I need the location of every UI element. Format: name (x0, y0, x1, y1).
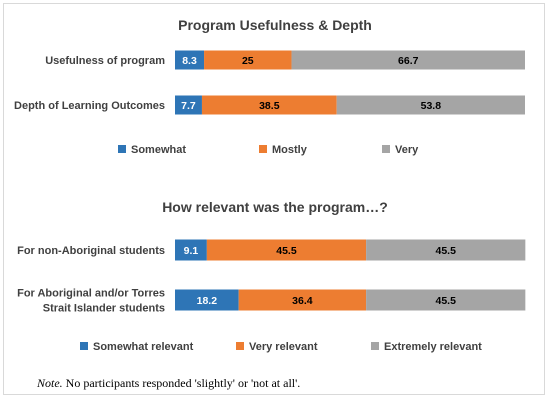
category-label: Depth of Learning Outcomes (14, 100, 165, 112)
legend-swatch (236, 342, 244, 350)
bar-segment (175, 95, 202, 115)
chart-title-1: Program Usefulness & Depth (178, 17, 372, 33)
data-label: 18.2 (197, 295, 218, 307)
legend-label: Very relevant (249, 341, 318, 353)
legend-swatch (118, 145, 126, 153)
bar-segment (175, 239, 207, 261)
bar-segment (366, 289, 526, 311)
bar-segment (291, 50, 525, 70)
data-label: 45.5 (276, 245, 297, 257)
legend-swatch (259, 145, 267, 153)
category-label: For Aboriginal and/or Torres (17, 288, 165, 300)
data-label: 9.1 (184, 245, 199, 257)
category-label: Strait Islander students (43, 303, 165, 315)
bar-segment (336, 95, 525, 115)
bar-segment (175, 289, 239, 311)
chart-title-2: How relevant was the program…? (162, 199, 388, 215)
category-label: For non-Aboriginal students (17, 245, 165, 257)
note-text: No participants responded 'slightly' or … (65, 376, 301, 390)
legend-label: Somewhat (131, 144, 186, 156)
category-label: Usefulness of program (45, 55, 165, 67)
data-label: 53.8 (421, 100, 442, 112)
bar-segment (238, 289, 367, 311)
data-label: 25 (242, 55, 254, 67)
data-label: 66.7 (398, 55, 419, 67)
bar-segment (366, 239, 526, 261)
data-label: 7.7 (181, 100, 196, 112)
data-label: 8.3 (182, 55, 197, 67)
bar-segment (206, 239, 367, 261)
legend-label: Mostly (272, 144, 308, 156)
figure-note: Note. No participants responded 'slightl… (37, 376, 300, 391)
bar-segment (204, 50, 292, 70)
bar-segment (201, 95, 337, 115)
data-label: 45.5 (436, 295, 457, 307)
legend-swatch (371, 342, 379, 350)
bar-segment (175, 50, 205, 70)
data-label: 36.4 (292, 295, 313, 307)
legend-swatch (382, 145, 390, 153)
note-label: Note. (37, 376, 63, 390)
data-label: 45.5 (436, 245, 457, 257)
legend-label: Extremely relevant (384, 341, 482, 353)
data-label: 38.5 (259, 100, 280, 112)
legend-label: Very (395, 144, 419, 156)
legend-swatch (80, 342, 88, 350)
legend-label: Somewhat relevant (93, 341, 194, 353)
